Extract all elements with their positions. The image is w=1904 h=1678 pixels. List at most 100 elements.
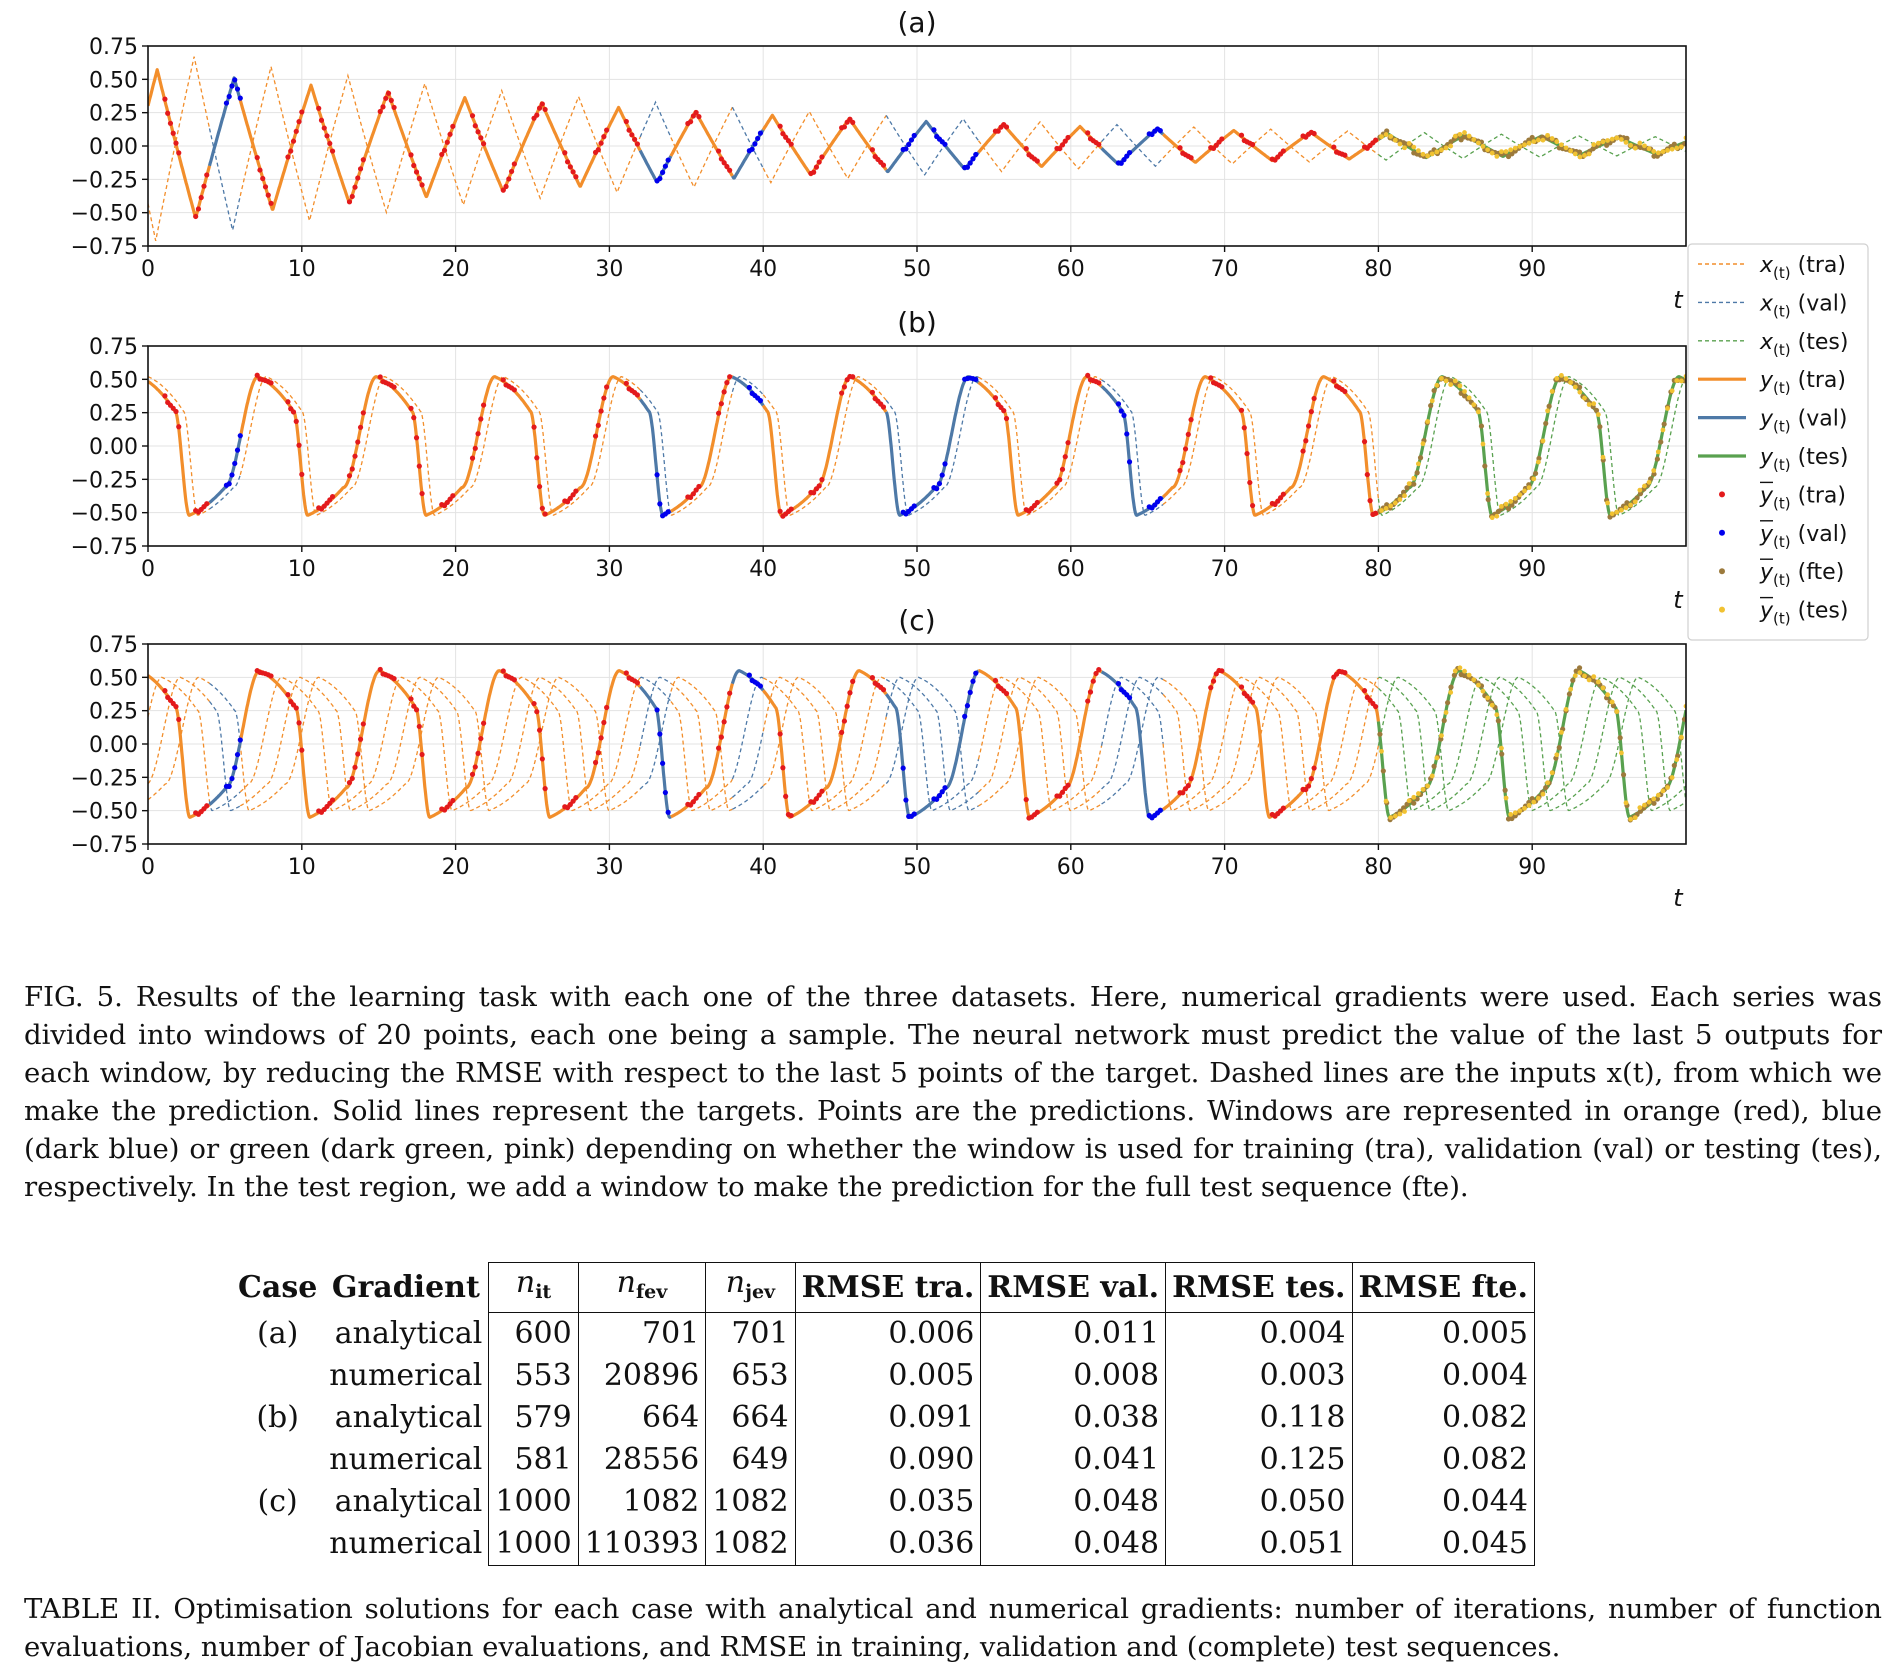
prediction-point-tra xyxy=(1182,446,1189,452)
prediction-point-tra xyxy=(1367,498,1373,504)
input-series-val xyxy=(639,389,672,516)
prediction-point-tra xyxy=(293,705,299,711)
legend-entry: x(t) (val) xyxy=(1698,291,1847,320)
header-n-jev: njev xyxy=(705,1262,796,1313)
prediction-point-tes xyxy=(1392,137,1398,143)
prediction-point-fte xyxy=(1529,134,1535,141)
prediction-point-tra xyxy=(165,110,171,116)
prediction-point-fte xyxy=(1404,801,1410,807)
prediction-point-fte xyxy=(1495,718,1501,724)
y-tick-label: 0.75 xyxy=(89,335,138,360)
cell-n-fev: 110393 xyxy=(578,1523,707,1566)
prediction-point-tes xyxy=(1595,140,1601,146)
prediction-point-fte xyxy=(1597,424,1603,430)
prediction-point-tra xyxy=(1208,685,1214,691)
cell-gradient: analytical xyxy=(323,1312,490,1355)
prediction-point-tes xyxy=(1443,145,1449,151)
prediction-point-val xyxy=(232,77,238,83)
cell-n-it: 579 xyxy=(488,1397,579,1439)
legend-entry: y(t) (tra) xyxy=(1719,481,1846,512)
prediction-point-tra xyxy=(844,703,850,709)
prediction-point-tra xyxy=(1373,137,1379,143)
input-series-tra xyxy=(670,391,734,516)
prediction-point-tes xyxy=(1522,488,1527,494)
prediction-point-tes xyxy=(1669,388,1675,394)
target-series-tra xyxy=(669,683,734,819)
prediction-point-val xyxy=(237,737,243,743)
prediction-point-tes xyxy=(1568,686,1574,692)
prediction-point-tra xyxy=(542,511,548,517)
prediction-point-tra xyxy=(1023,796,1029,803)
y-tick-label: −0.25 xyxy=(71,766,138,791)
prediction-point-tes xyxy=(1591,674,1597,680)
prediction-point-val xyxy=(232,460,238,467)
prediction-point-tes xyxy=(1489,515,1495,521)
prediction-point-tra xyxy=(813,796,820,802)
prediction-point-tes xyxy=(1443,378,1449,384)
prediction-point-tra xyxy=(357,424,364,430)
prediction-point-tra xyxy=(601,719,607,726)
prediction-point-tes xyxy=(1415,461,1421,467)
prediction-point-tra xyxy=(595,147,601,153)
prediction-point-val xyxy=(934,486,940,492)
prediction-point-tra xyxy=(204,172,210,178)
table-row: numerical 581 28556 649 0.090 0.041 0.125 0.082 xyxy=(232,1439,1535,1481)
prediction-point-tra xyxy=(419,490,425,497)
prediction-point-val xyxy=(1118,408,1124,414)
prediction-point-fte xyxy=(1495,508,1501,515)
prediction-point-tes xyxy=(1517,808,1523,814)
prediction-point-tes xyxy=(1503,501,1509,507)
prediction-point-tra xyxy=(329,797,336,803)
prediction-point-tes xyxy=(1466,133,1472,139)
prediction-point-tra xyxy=(503,183,509,190)
prediction-point-tes xyxy=(1429,151,1435,157)
figure-caption: FIG. 5. Results of the learning task wit… xyxy=(24,981,1882,1203)
cell-rmse-tes: 0.118 xyxy=(1165,1397,1353,1439)
prediction-point-tra xyxy=(634,392,640,398)
x-tick-label: 30 xyxy=(595,557,623,582)
prediction-point-tra xyxy=(783,793,789,799)
prediction-point-tra xyxy=(1059,789,1066,795)
prediction-point-tra xyxy=(992,395,999,401)
prediction-point-tra xyxy=(391,384,397,390)
target-series-val xyxy=(638,685,672,819)
prediction-point-tes xyxy=(1471,402,1477,408)
prediction-point-tra xyxy=(688,494,694,501)
prediction-point-tra xyxy=(604,704,610,711)
y-tick-label: 0.00 xyxy=(89,435,138,460)
target-series-tes xyxy=(1377,375,1686,517)
prediction-point-tra xyxy=(539,101,545,107)
prediction-point-tes xyxy=(1572,151,1578,157)
prediction-point-tra xyxy=(201,183,207,189)
input-series-val xyxy=(209,682,241,744)
prediction-point-tes xyxy=(1591,142,1597,147)
prediction-point-fte xyxy=(1499,751,1505,757)
prediction-point-tra xyxy=(352,184,358,190)
prediction-point-tra xyxy=(1085,130,1091,136)
legend: x(t) (tra) x(t) (val) x(t) (tes) y(t) (tra)… xyxy=(1687,243,1869,641)
prediction-point-tra xyxy=(475,750,481,756)
x-tick-label: 40 xyxy=(749,257,777,282)
prediction-point-tra xyxy=(1059,142,1066,148)
target-series-tra xyxy=(669,375,734,513)
prediction-point-tes xyxy=(1406,798,1412,804)
prediction-point-tra xyxy=(1003,690,1010,697)
prediction-point-tra xyxy=(1308,776,1314,782)
prediction-point-tra xyxy=(254,154,260,161)
panel-c: (c) 0.75 0.50 0.25 0.00 −0.25 −0.50 −0.750 10 20 3… xyxy=(71,604,1687,912)
prediction-point-tra xyxy=(419,182,425,188)
prediction-point-tra xyxy=(388,97,394,104)
prediction-point-tra xyxy=(536,483,543,490)
prediction-point-tra xyxy=(534,709,540,715)
prediction-point-tes xyxy=(1420,151,1426,157)
y-tick-label: 0.50 xyxy=(89,666,138,691)
prediction-point-tes xyxy=(1549,770,1555,776)
prediction-point-tes xyxy=(1600,454,1606,460)
prediction-point-val xyxy=(1126,695,1133,701)
cell-rmse-tra: 0.036 xyxy=(795,1523,982,1566)
prediction-point-tra xyxy=(447,496,453,502)
prediction-point-tra xyxy=(198,194,204,201)
prediction-point-tra xyxy=(841,384,848,390)
prediction-point-tes xyxy=(1480,441,1486,447)
prediction-point-tes xyxy=(1462,668,1467,674)
